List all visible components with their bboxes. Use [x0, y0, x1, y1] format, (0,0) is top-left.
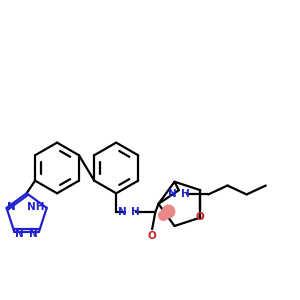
Text: N: N: [29, 229, 38, 238]
Text: N: N: [8, 202, 16, 212]
Text: O: O: [148, 231, 157, 241]
Text: H: H: [181, 189, 190, 200]
Text: N: N: [15, 229, 24, 238]
Text: NH: NH: [27, 202, 45, 212]
Text: N: N: [168, 189, 177, 200]
Text: N: N: [118, 207, 127, 217]
Text: H: H: [131, 207, 140, 217]
Text: O: O: [196, 212, 204, 222]
